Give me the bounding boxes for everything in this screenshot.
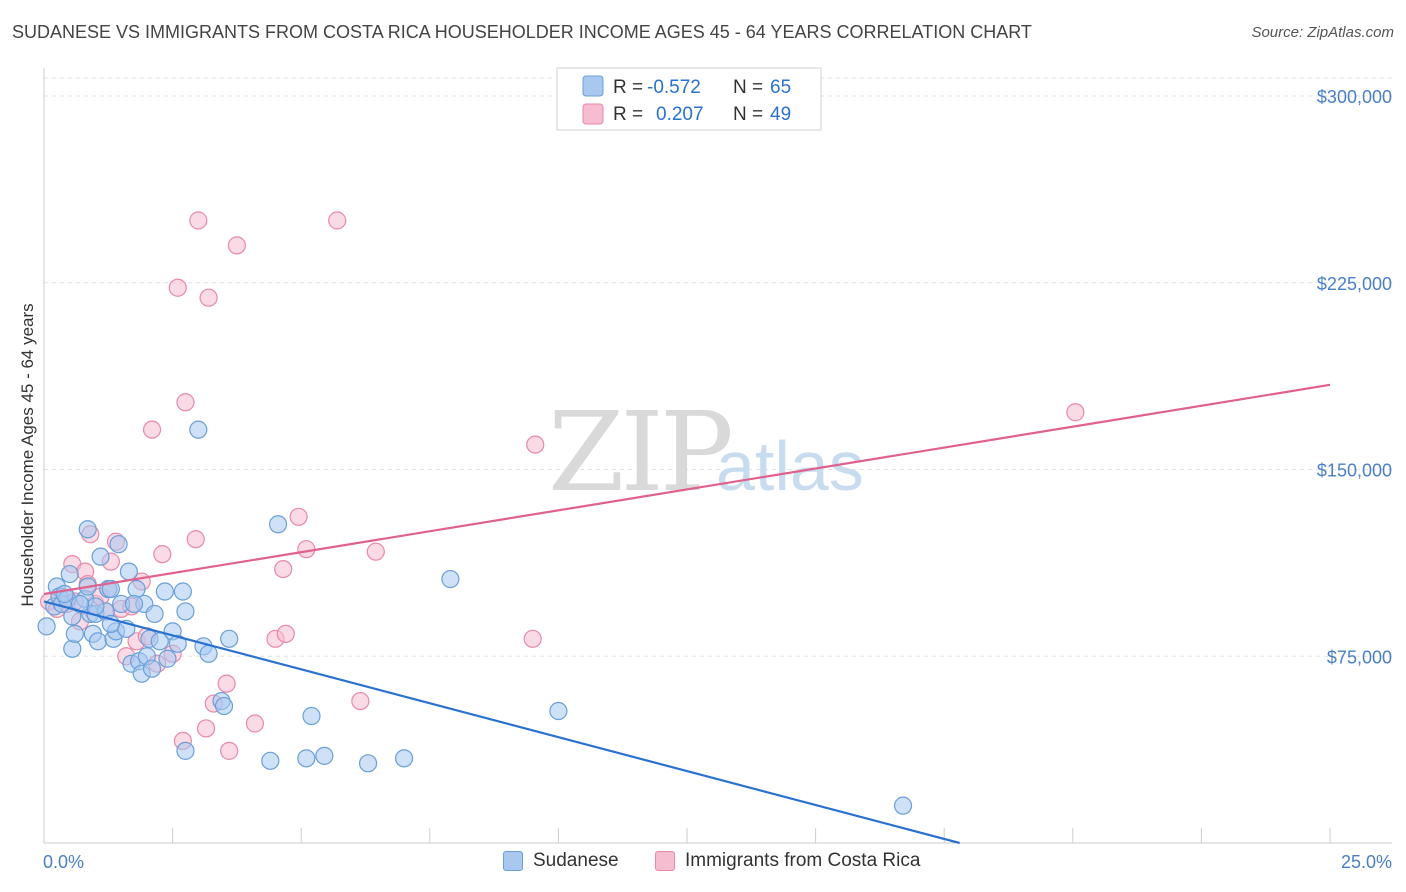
y-tick-labels: $75,000 $150,000 $225,000 $300,000 <box>1317 87 1392 667</box>
legend-swatch-costa-rica <box>582 103 604 125</box>
legend-n-value-2: 49 <box>770 104 791 125</box>
costa-rica-point-30 <box>189 211 208 230</box>
sudanese-point-26 <box>119 562 138 581</box>
legend-item-costa-rica: Immigrants from Costa Rica <box>655 850 920 872</box>
y-tick-label-0: $75,000 <box>1327 647 1392 667</box>
costa-rica-point-45 <box>366 542 385 561</box>
sudanese-point-47 <box>220 629 239 648</box>
costa-rica-point-37 <box>245 714 265 733</box>
costa-rica-point-48 <box>1066 403 1085 422</box>
sudanese-point-39 <box>168 634 187 653</box>
legend-swatch-sudanese-bottom <box>503 851 523 871</box>
legend-r-value-2: 0.207 <box>656 104 704 125</box>
sudanese-point-61 <box>158 649 177 668</box>
y-tick-label-2: $225,000 <box>1317 274 1392 294</box>
legend-n-label-1: N = <box>733 77 763 98</box>
sudanese-point-51 <box>297 749 316 768</box>
series-legend: Sudanese Immigrants from Costa Rica <box>0 850 1406 880</box>
sudanese-point-12 <box>78 520 97 539</box>
costa-rica-point-41 <box>289 507 308 526</box>
sudanese-point-54 <box>394 749 414 768</box>
sudanese-point-62 <box>70 594 90 614</box>
sudanese-point-16 <box>88 632 108 651</box>
costa-rica-point-47 <box>523 629 542 648</box>
costa-rica-trend-line <box>43 383 1331 596</box>
y-axis-title: Householder Income Ages 45 - 64 years <box>18 303 37 606</box>
sudanese-point-49 <box>268 515 288 534</box>
sudanese-point-43 <box>189 420 208 439</box>
sudanese-point-57 <box>893 796 913 815</box>
costa-rica-point-24 <box>153 545 172 564</box>
axes <box>43 68 1392 844</box>
costa-rica-point-34 <box>217 674 236 693</box>
costa-rica-point-28 <box>176 393 195 412</box>
legend-swatch-costa-rica-bottom <box>655 851 675 871</box>
sudanese-point-34 <box>142 659 162 678</box>
costa-rica-point-42 <box>297 540 316 559</box>
legend-swatch-sudanese <box>582 75 604 97</box>
sudanese-point-64 <box>214 696 234 716</box>
legend-r-label-2: R = <box>613 104 643 125</box>
watermark: ZIP atlas <box>548 388 864 516</box>
costa-rica-point-36 <box>227 236 246 255</box>
watermark-zip: ZIP <box>548 388 731 516</box>
sudanese-point-55 <box>441 569 460 589</box>
legend-label-costa-rica: Immigrants from Costa Rica <box>685 850 921 871</box>
sudanese-point-40 <box>173 582 192 601</box>
legend-n-label-2: N = <box>733 104 763 125</box>
x-tick-label-min: 0.0% <box>43 852 84 872</box>
sudanese-point-23 <box>109 535 128 554</box>
y-tick-label-1: $150,000 <box>1317 461 1392 481</box>
sudanese-point-28 <box>127 579 146 599</box>
sudanese-point-56 <box>549 701 568 721</box>
sudanese-trend-line <box>43 600 960 845</box>
costa-rica-point-29 <box>186 530 205 549</box>
legend-item-sudanese: Sudanese <box>503 850 619 872</box>
sudanese-point-53 <box>358 754 378 773</box>
x-tick-label-max: 25.0% <box>1341 852 1392 872</box>
chart-title: SUDANESE VS IMMIGRANTS FROM COSTA RICA H… <box>12 22 1032 42</box>
chart-source: Source: ZipAtlas.com <box>1251 24 1394 41</box>
grid-lines <box>44 77 1392 657</box>
sudanese-point-63 <box>124 594 144 614</box>
sudanese-point-0 <box>37 617 56 636</box>
sudanese-point-45 <box>199 644 218 663</box>
costa-rica-point-31 <box>196 719 216 738</box>
legend-label-sudanese: Sudanese <box>533 850 619 871</box>
legend-r-label-1: R = <box>613 77 643 98</box>
costa-rica-point-35 <box>220 741 239 760</box>
sudanese-point-8 <box>63 639 82 658</box>
costa-rica-point-40 <box>276 624 295 643</box>
legend-r-value-1: -0.572 <box>647 77 701 98</box>
costa-rica-point-32 <box>199 288 218 307</box>
costa-rica-point-46 <box>526 435 545 454</box>
costa-rica-point-22 <box>142 420 162 439</box>
sudanese-point-37 <box>155 582 174 601</box>
sudanese-point-9 <box>65 624 84 643</box>
sudanese-point-48 <box>261 751 280 770</box>
sudanese-point-42 <box>176 741 195 760</box>
trend-lines <box>43 383 1331 845</box>
legend-n-value-1: 65 <box>770 77 791 98</box>
sudanese-point-35 <box>145 604 164 624</box>
sudanese-point-52 <box>315 746 334 765</box>
watermark-atlas: atlas <box>716 427 864 505</box>
sudanese-point-59 <box>55 584 74 604</box>
costa-rica-point-44 <box>351 691 370 711</box>
y-tick-label-3: $300,000 <box>1317 87 1392 107</box>
sudanese-point-17 <box>91 547 110 566</box>
sudanese-point-41 <box>176 602 195 621</box>
costa-rica-point-26 <box>168 278 187 297</box>
correlation-legend: R = -0.572 N = 65 R = 0.207 N = 49 <box>556 67 822 131</box>
costa-rica-point-43 <box>328 211 347 230</box>
sudanese-point-50 <box>302 706 321 726</box>
costa-rica-point-39 <box>274 559 293 579</box>
sudanese-point-6 <box>60 564 79 584</box>
